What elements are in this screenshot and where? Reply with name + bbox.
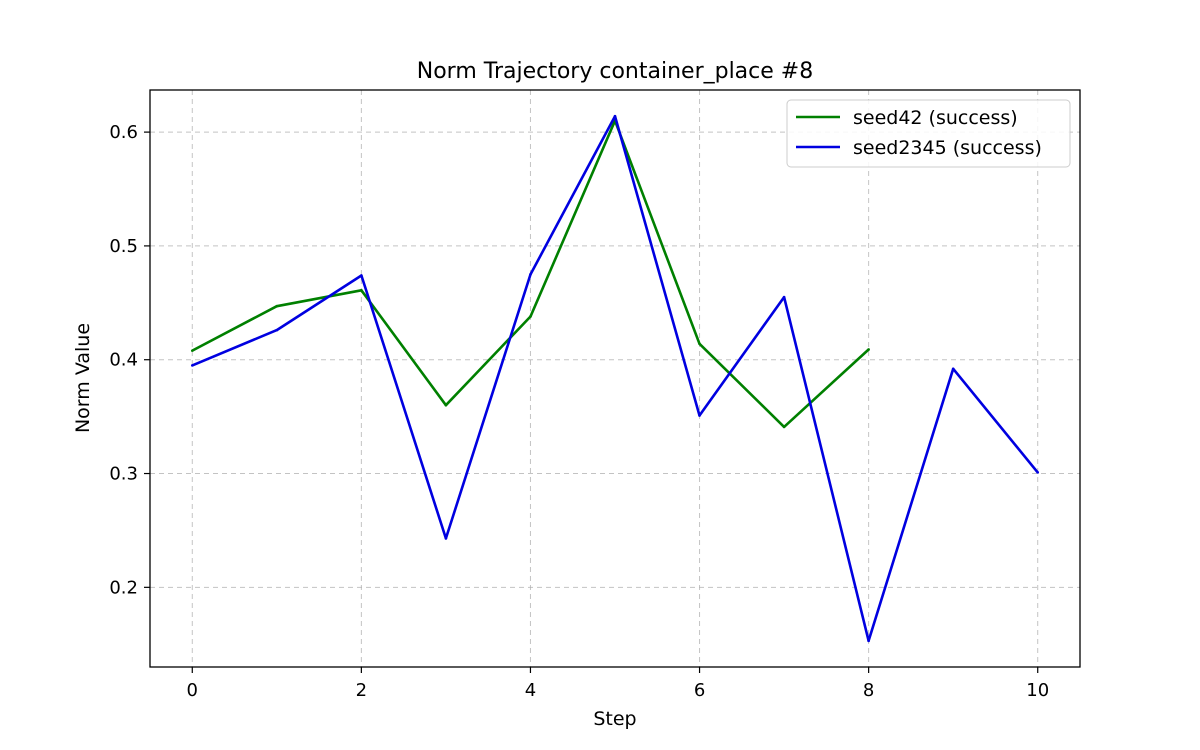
legend-box	[786, 99, 1071, 168]
data-point-seed42	[529, 315, 532, 318]
data-point-seed42	[190, 349, 194, 352]
legend-entry-seed2345: seed2345 (success)	[853, 137, 1042, 159]
data-point-seed42	[275, 304, 279, 308]
y-axis-label: Norm Value	[72, 323, 94, 433]
y-tick-label: 0.2	[109, 577, 138, 598]
x-tick-label: 8	[863, 680, 874, 701]
y-tick-label: 0.5	[109, 236, 138, 257]
data-point-seed42	[444, 403, 448, 407]
data-point-seed2345	[698, 414, 701, 417]
chart-title: Norm Trajectory container_place #8	[417, 59, 813, 84]
legend: seed42 (success) seed2345 (success)	[786, 99, 1071, 168]
axis-ticks: 0 2 4 6 8 10 0.2 0.3 0.4 0.5 0.6	[109, 122, 1049, 701]
data-point-seed2345	[360, 274, 363, 277]
y-tick-label: 0.6	[109, 122, 138, 143]
data-point-seed42	[698, 342, 701, 346]
x-tick-label: 0	[187, 680, 198, 701]
y-tick-label: 0.4	[109, 350, 138, 371]
data-point-seed2345	[444, 537, 448, 540]
legend-entry-seed42: seed42 (success)	[853, 107, 1018, 129]
y-tick-label: 0.3	[109, 464, 138, 485]
x-tick-label: 2	[356, 680, 367, 701]
data-point-seed2345	[1036, 471, 1040, 474]
x-tick-label: 6	[694, 680, 705, 701]
data-point-seed2345	[275, 328, 279, 332]
data-point-seed42	[782, 425, 786, 429]
x-axis-label: Step	[593, 708, 636, 730]
x-tick-label: 10	[1026, 680, 1049, 701]
series-lines	[190, 114, 1040, 643]
data-point-seed2345	[529, 273, 532, 276]
data-point-seed42	[867, 348, 870, 351]
data-point-seed2345	[867, 639, 870, 643]
x-tick-label: 4	[525, 680, 536, 701]
data-point-seed2345	[190, 364, 194, 367]
data-point-seed2345	[951, 367, 955, 371]
data-point-seed2345	[613, 114, 617, 118]
data-point-seed42	[360, 288, 363, 292]
data-point-seed2345	[782, 295, 786, 299]
plot-frame	[149, 89, 1081, 668]
